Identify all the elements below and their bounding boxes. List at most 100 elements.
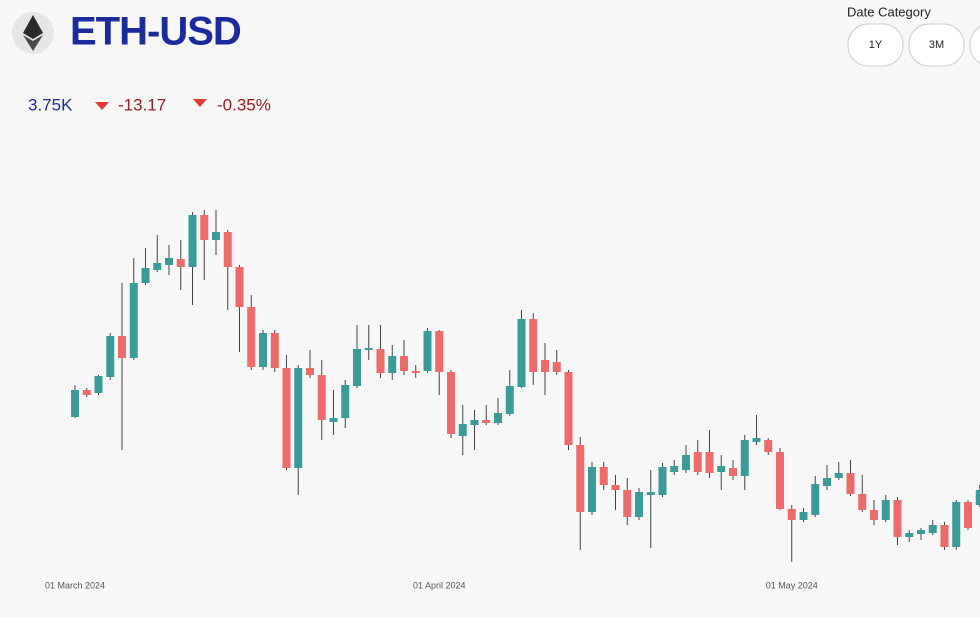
candle-body: [118, 336, 126, 358]
x-tick-label: 01 May 2024: [766, 580, 818, 590]
candle-body: [787, 509, 796, 520]
candle-body: [717, 466, 726, 472]
candle-body: [94, 376, 103, 393]
candle-body: [235, 267, 244, 307]
candle-body: [259, 333, 267, 367]
x-tick-label: 01 April 2024: [413, 580, 466, 590]
candle-body: [341, 385, 350, 418]
candle-body: [682, 455, 690, 470]
price: 3.75K: [28, 95, 73, 114]
logo-bottom: [23, 35, 43, 51]
candle-body: [458, 424, 467, 436]
candle-body: [752, 438, 761, 442]
candle-body: [952, 502, 961, 547]
candle-body: [176, 259, 185, 267]
candle-body: [693, 452, 702, 472]
candle-body: [928, 525, 937, 533]
candle-body: [705, 452, 714, 473]
change: -13.17: [118, 95, 166, 114]
candle-body: [588, 467, 596, 512]
candle-body: [505, 386, 514, 414]
candle-body: [635, 492, 643, 517]
candle-body: [834, 473, 843, 478]
down-arrow: [95, 102, 109, 110]
candle-body: [823, 478, 831, 486]
candle-body: [223, 232, 232, 267]
candle-body: [917, 530, 925, 534]
candle-body: [400, 356, 408, 371]
plot: 01 March 2024 01 April 2024 01 May 2024: [45, 210, 980, 590]
candle-body: [846, 473, 855, 494]
candle-body: [435, 331, 444, 372]
candle-body: [353, 349, 361, 386]
candle-body: [294, 368, 303, 468]
candle-body: [740, 440, 749, 476]
candle-body: [517, 319, 526, 387]
candle-body: [905, 533, 914, 537]
candle-body: [306, 368, 314, 375]
candle-body: [964, 502, 972, 528]
candle-body: [811, 484, 820, 515]
candle-body: [200, 215, 209, 240]
candle-body: [975, 490, 980, 505]
candle-body: [623, 490, 632, 517]
filter-option[interactable]: 1Y: [869, 39, 883, 51]
filter-option[interactable]: 3M: [929, 39, 944, 51]
candle-body: [799, 512, 808, 520]
candle-body: [141, 268, 150, 283]
logo-top: [23, 15, 43, 39]
candle-body: [646, 492, 655, 495]
candle-body: [270, 333, 279, 368]
candle-body: [552, 362, 561, 372]
candle-body: [388, 356, 397, 373]
filter-button[interactable]: [908, 23, 965, 67]
candle-body: [494, 413, 502, 423]
candle-body: [729, 468, 737, 476]
candle-body: [541, 360, 549, 372]
candle-body: [893, 500, 902, 537]
candle-body: [470, 420, 479, 425]
candle-body: [482, 420, 491, 423]
filter-button[interactable]: [969, 24, 980, 66]
title: ETH-USD: [70, 10, 241, 54]
candle-body: [165, 258, 173, 265]
eth-logo: [12, 12, 54, 54]
candle-body: [881, 500, 890, 520]
candle-body: [870, 510, 878, 520]
candle-body: [611, 485, 620, 490]
candle-body: [447, 372, 455, 434]
candle-body: [364, 348, 373, 350]
down-arrow: [193, 99, 207, 107]
candle-body: [376, 349, 385, 373]
candle-body: [670, 466, 679, 472]
candle-body: [153, 263, 162, 270]
candle-body: [423, 331, 432, 371]
filter-button[interactable]: [847, 23, 904, 67]
candle-body: [329, 418, 338, 422]
candle-body: [282, 368, 291, 468]
candle-body: [858, 494, 867, 510]
candle-body: [776, 452, 784, 509]
candle-body: [247, 307, 256, 367]
candle-body: [82, 390, 91, 395]
candle-body: [411, 371, 420, 373]
change-pct: -0.35%: [217, 95, 271, 114]
candle-body: [576, 445, 585, 512]
candle-body: [658, 467, 667, 495]
filter-label: Date Category: [847, 4, 931, 19]
candle-body: [188, 215, 197, 267]
candle-body: [599, 467, 608, 485]
candle-body: [764, 440, 773, 452]
candle-body: [106, 336, 115, 377]
candle-body: [940, 525, 949, 547]
candle-body: [212, 232, 220, 240]
candle-body: [564, 372, 573, 445]
candle-body: [71, 390, 79, 417]
candle-body: [529, 319, 538, 372]
candle-body: [317, 375, 326, 420]
x-tick-label: 01 March 2024: [45, 580, 105, 590]
candle-body: [129, 283, 138, 358]
